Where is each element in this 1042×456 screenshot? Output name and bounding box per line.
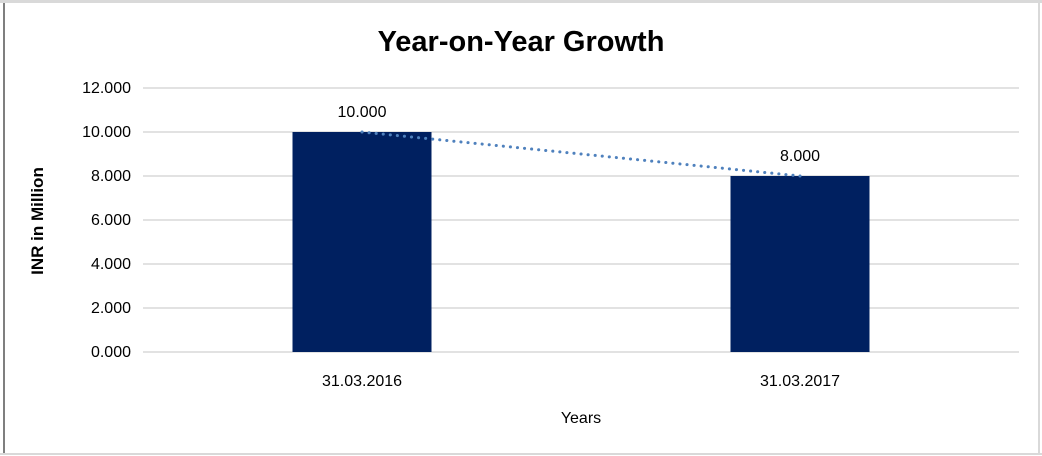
bar-data-label: 10.000 bbox=[338, 104, 387, 121]
frame-border-bottom bbox=[0, 453, 1042, 455]
bar-data-label: 8.000 bbox=[780, 148, 820, 165]
x-axis-title: Years bbox=[560, 410, 602, 427]
x-category-label: 31.03.2016 bbox=[322, 373, 402, 390]
y-tick-label: 4.000 bbox=[91, 256, 131, 273]
frame-border-right bbox=[1038, 3, 1040, 455]
chart-title: Year-on-Year Growth bbox=[377, 26, 665, 58]
y-tick-label: 0.000 bbox=[91, 344, 131, 361]
y-tick-label: 6.000 bbox=[91, 212, 131, 229]
y-tick-label: 12.000 bbox=[82, 80, 131, 97]
frame-border-top bbox=[0, 0, 1042, 3]
frame-border-left bbox=[3, 3, 5, 455]
trendline bbox=[360, 130, 802, 178]
y-tick-label: 10.000 bbox=[82, 124, 131, 141]
bar[interactable] bbox=[292, 132, 432, 352]
bar[interactable] bbox=[730, 176, 870, 352]
y-tick-label: 8.000 bbox=[91, 168, 131, 185]
x-category-label: 31.03.2017 bbox=[760, 373, 840, 390]
y-tick-label: 2.000 bbox=[91, 300, 131, 317]
